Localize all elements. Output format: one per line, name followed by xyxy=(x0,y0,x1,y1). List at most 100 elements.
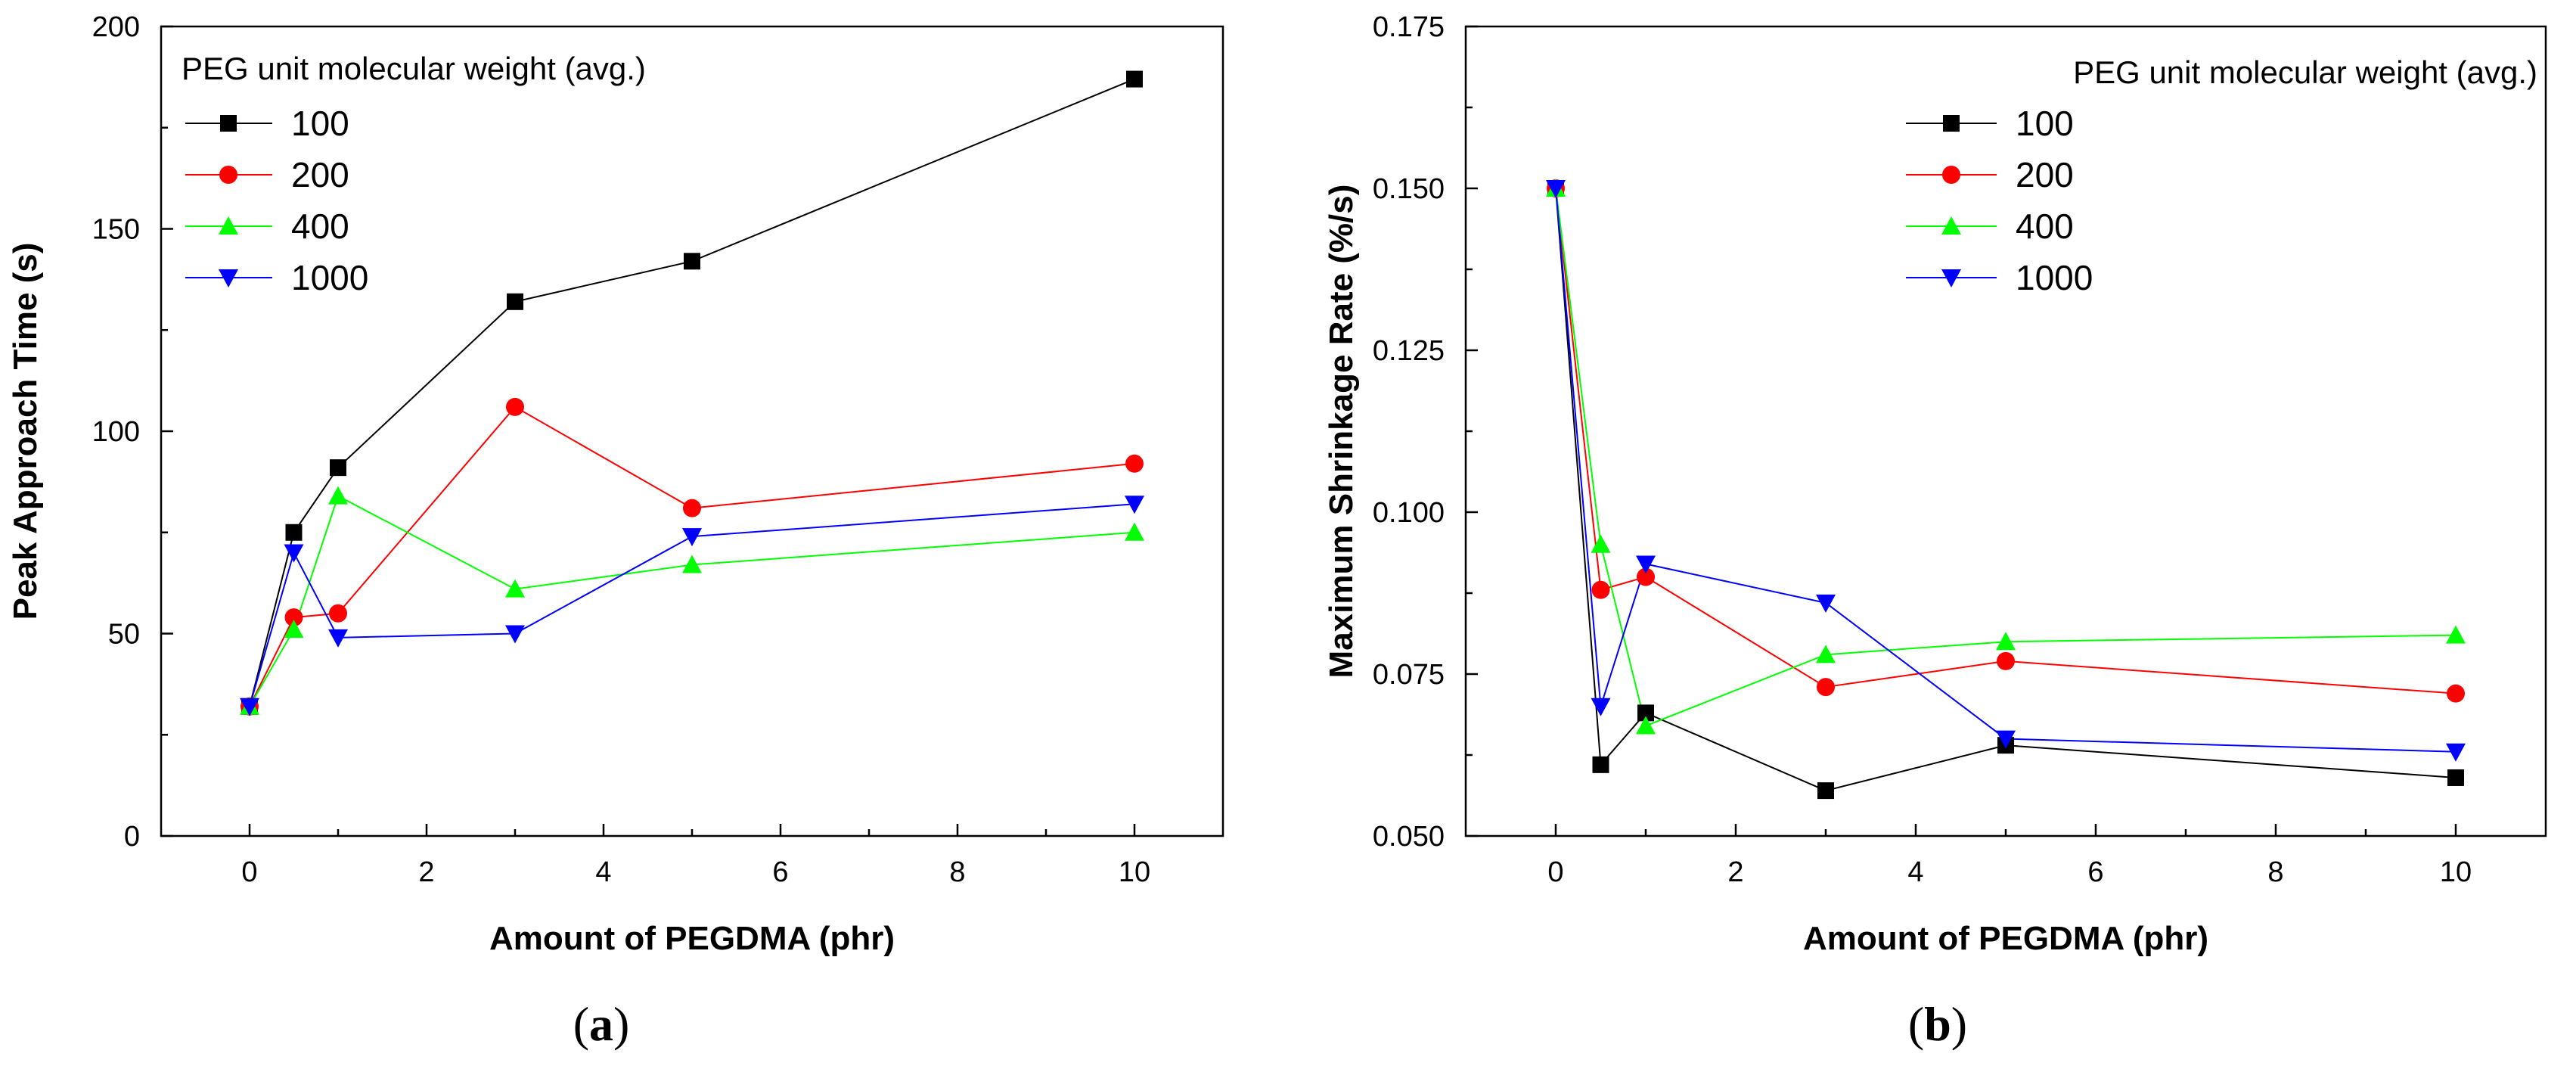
chart-panel-b: 0 2 4 6 8 10 0.050 0.075 0.100 0.125 0.150 0.175 Amo… xyxy=(1323,11,2547,1051)
x-tick-label: 6 xyxy=(2087,856,2103,888)
x-tick-label: 2 xyxy=(1727,856,1743,888)
legend-label-400: 400 xyxy=(2016,207,2074,246)
x-tick-label: 0 xyxy=(241,856,257,888)
y-tick-label: 0.075 xyxy=(1373,659,1445,691)
data-point-100 xyxy=(1592,756,1609,773)
x-tick-label: 10 xyxy=(2440,856,2472,888)
data-point-1000 xyxy=(1996,730,2016,749)
data-point-100 xyxy=(1817,782,1834,800)
x-tick-label: 4 xyxy=(595,856,611,888)
x-axis-label: Amount of PEGDMA (phr) xyxy=(489,920,895,957)
series-line-1000 xyxy=(1555,188,2457,753)
x-tick-label: 4 xyxy=(1907,856,1923,888)
data-point-100 xyxy=(684,253,700,270)
series-line-100 xyxy=(1555,188,2457,792)
y-tick-label: 0.175 xyxy=(1373,11,1445,43)
series-line-200 xyxy=(249,405,1135,707)
series-line-400 xyxy=(1555,188,2457,727)
legend-label-200: 200 xyxy=(291,155,349,194)
y-tick-label: 100 xyxy=(92,416,140,448)
data-point-1000 xyxy=(284,544,304,563)
data-point-1000 xyxy=(240,698,259,716)
legend-title: PEG unit molecular weight (avg.) xyxy=(182,51,646,86)
x-tick-label: 6 xyxy=(772,856,788,888)
data-point-400 xyxy=(1816,645,1836,663)
data-point-200 xyxy=(1125,454,1144,473)
legend-label-400: 400 xyxy=(291,207,349,246)
data-point-200 xyxy=(683,499,701,517)
legend-label-200: 200 xyxy=(2016,155,2074,194)
data-point-100 xyxy=(2447,769,2464,786)
data-point-400 xyxy=(505,579,525,598)
x-tick-label: 2 xyxy=(418,856,434,888)
y-tick-label: 0.050 xyxy=(1373,821,1445,853)
data-point-1000 xyxy=(1125,496,1144,514)
panel-label: (a) xyxy=(573,997,630,1051)
legend-label-1000: 1000 xyxy=(2016,258,2093,297)
data-point-200 xyxy=(506,397,524,416)
data-point-400 xyxy=(1996,632,2016,651)
data-point-100 xyxy=(1126,70,1143,88)
legend-label-1000: 1000 xyxy=(291,258,368,297)
y-tick-label: 0.125 xyxy=(1373,335,1445,367)
y-tick-label: 50 xyxy=(108,619,140,651)
legend-marker-200 xyxy=(1942,166,1960,184)
data-point-400 xyxy=(328,486,348,505)
y-axis-label: Peak Approach Time (s) xyxy=(7,243,44,620)
data-point-1000 xyxy=(505,625,525,644)
legend-label-100: 100 xyxy=(291,104,349,143)
series-line-400 xyxy=(249,495,1135,707)
plot-frame xyxy=(160,25,1224,837)
legend-marker-1000 xyxy=(219,269,238,287)
data-point-100 xyxy=(285,524,303,541)
legend-marker-100 xyxy=(1943,115,1960,132)
y-tick-label: 200 xyxy=(92,11,140,43)
data-point-400 xyxy=(682,555,702,573)
data-point-400 xyxy=(1591,534,1611,553)
legend-marker-400 xyxy=(1941,216,1961,235)
data-point-100 xyxy=(507,293,523,310)
data-point-200 xyxy=(329,604,347,623)
x-tick-label: 8 xyxy=(949,856,965,888)
y-axis-label: Maximum Shrinkage Rate (%/s) xyxy=(1323,185,1360,679)
data-point-1000 xyxy=(1816,594,1836,613)
legend-marker-200 xyxy=(219,166,237,184)
data-point-400 xyxy=(1125,522,1144,541)
data-point-100 xyxy=(1637,704,1654,722)
data-point-200 xyxy=(2447,684,2465,703)
series-line-100 xyxy=(249,78,1135,707)
x-tick-label: 8 xyxy=(2267,856,2283,888)
data-point-400 xyxy=(1636,716,1656,735)
data-point-1000 xyxy=(1636,555,1656,574)
data-point-1000 xyxy=(2446,743,2466,762)
data-point-200 xyxy=(1591,580,1610,599)
data-point-200 xyxy=(1997,651,2015,670)
y-tick-label: 0.100 xyxy=(1373,497,1445,529)
data-point-1000 xyxy=(1546,180,1566,198)
x-tick-label: 10 xyxy=(1119,856,1150,888)
data-point-400 xyxy=(2446,625,2466,644)
y-tick-label: 150 xyxy=(92,214,140,246)
data-point-200 xyxy=(1637,567,1655,586)
legend-marker-100 xyxy=(220,115,237,132)
data-point-400 xyxy=(284,620,304,639)
y-tick-label: 0 xyxy=(124,821,140,853)
legend-marker-400 xyxy=(219,216,238,235)
data-point-200 xyxy=(284,608,303,627)
data-point-1000 xyxy=(1591,698,1611,716)
data-point-1000 xyxy=(682,528,702,547)
panel-label: (b) xyxy=(1908,997,1967,1051)
x-tick-label: 0 xyxy=(1547,856,1563,888)
legend-label-100: 100 xyxy=(2016,104,2074,143)
series-line-1000 xyxy=(249,503,1135,707)
data-point-100 xyxy=(330,459,346,477)
x-axis-label: Amount of PEGDMA (phr) xyxy=(1803,920,2208,957)
y-tick-label: 0.150 xyxy=(1373,173,1445,205)
plot-frame xyxy=(1464,25,2547,837)
legend-marker-1000 xyxy=(1941,269,1961,287)
series-line-200 xyxy=(1555,188,2457,694)
legend-title: PEG unit molecular weight (avg.) xyxy=(2073,54,2537,90)
data-point-200 xyxy=(1817,678,1835,697)
